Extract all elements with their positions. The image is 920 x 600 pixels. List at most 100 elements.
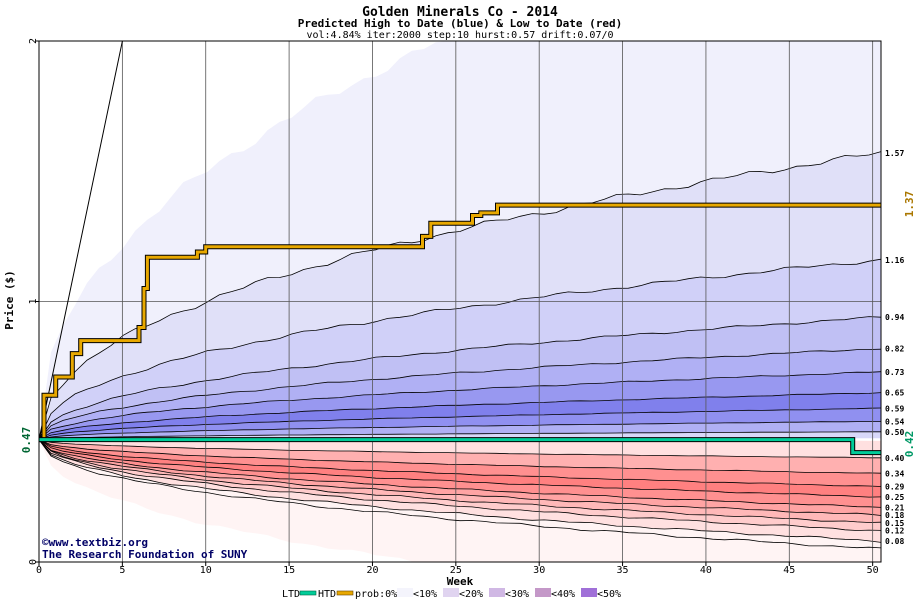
low-boundary-line-5 bbox=[38, 439, 882, 516]
band-end-label-15: 0.15 bbox=[885, 519, 904, 528]
band-end-label-17: 0.08 bbox=[885, 537, 904, 546]
band-end-label-9: 0.40 bbox=[885, 454, 904, 463]
low-boundary-line-7 bbox=[38, 439, 882, 531]
band-end-label-1: 1.16 bbox=[885, 256, 904, 265]
high-boundary-line-0 bbox=[38, 151, 882, 440]
legend-prob-prefix: prob:0% bbox=[355, 589, 397, 600]
high-boundary-line-2 bbox=[38, 316, 882, 440]
low-band-1 bbox=[39, 439, 881, 474]
legend-swatch-2 bbox=[489, 588, 505, 597]
band-end-label-3: 0.82 bbox=[885, 344, 904, 353]
low-band-0 bbox=[39, 439, 881, 458]
low-band-2 bbox=[39, 439, 881, 487]
legend-label-2: <30% bbox=[505, 589, 529, 600]
legend-ltd-label: LTD bbox=[282, 589, 300, 600]
low-boundary-line-3 bbox=[38, 439, 882, 498]
high-boundary-line-6 bbox=[38, 407, 882, 440]
y-axis-label: Price ($) bbox=[3, 270, 16, 330]
high-band-3 bbox=[39, 316, 881, 440]
band-end-labels: 1.57 1.16 0.94 0.82 0.73 0.65 0.59 0.54 0.50 0.40… bbox=[885, 149, 904, 546]
band-end-label-5: 0.65 bbox=[885, 389, 904, 398]
low-band-9 bbox=[39, 439, 881, 562]
band-end-label-12: 0.25 bbox=[885, 493, 904, 502]
band-end-label-8: 0.50 bbox=[885, 428, 904, 437]
legend-htd-swatch bbox=[336, 590, 354, 596]
chart-title: Golden Minerals Co - 2014 bbox=[362, 5, 558, 20]
band-end-label-16: 0.12 bbox=[885, 527, 904, 536]
low-band-3 bbox=[39, 439, 881, 498]
high-band-1 bbox=[39, 151, 881, 440]
axis-ticks: 0 5 10 15 20 25 30 35 40 45 50 0 1 2 bbox=[28, 38, 879, 576]
band-end-label-11: 0.29 bbox=[885, 482, 904, 491]
y-tick-label-2: 2 bbox=[28, 38, 39, 44]
band-end-label-0: 1.57 bbox=[885, 149, 904, 158]
x-tick-label-50: 50 bbox=[867, 565, 879, 576]
high-band-5 bbox=[39, 371, 881, 440]
legend-swatch-0 bbox=[397, 588, 413, 597]
low-band-7 bbox=[39, 439, 881, 531]
grid-lines bbox=[39, 41, 881, 562]
copyright-text: ©www.textbiz.org bbox=[42, 536, 148, 549]
x-tick-label-15: 15 bbox=[283, 565, 295, 576]
legend: LTD HTD prob:0% <10% <20% <30% <40% <50% bbox=[282, 588, 621, 600]
y-tick-label-0: 0 bbox=[28, 559, 39, 565]
high-boundary-line-1 bbox=[38, 258, 882, 440]
x-tick-label-0: 0 bbox=[36, 565, 42, 576]
legend-swatch-4 bbox=[581, 588, 597, 597]
legend-label-1: <20% bbox=[459, 589, 483, 600]
band-end-label-14: 0.18 bbox=[885, 511, 904, 520]
legend-swatch-3 bbox=[535, 588, 551, 597]
low-boundary-line-0 bbox=[38, 439, 881, 459]
series-lines bbox=[38, 40, 882, 549]
y-tick-label-1: 1 bbox=[28, 298, 39, 304]
probability-bands bbox=[38, 41, 882, 562]
low-band-4 bbox=[39, 439, 881, 508]
high-band-7 bbox=[39, 408, 881, 440]
legend-ltd-swatch bbox=[299, 590, 317, 596]
legend-label-4: <50% bbox=[597, 589, 621, 600]
low-band-8 bbox=[39, 439, 881, 543]
legend-htd-label: HTD bbox=[318, 589, 336, 600]
x-tick-label-5: 5 bbox=[119, 565, 125, 576]
band-end-label-10: 0.34 bbox=[885, 469, 904, 478]
ltd-line bbox=[39, 438, 881, 455]
band-end-label-7: 0.54 bbox=[885, 417, 904, 426]
high-boundary-line-4 bbox=[38, 371, 882, 440]
high-boundary-line-3 bbox=[38, 348, 882, 440]
low-boundary-line-6 bbox=[38, 439, 882, 523]
band-end-label-13: 0.21 bbox=[885, 503, 904, 512]
x-tick-label-40: 40 bbox=[700, 565, 712, 576]
low-boundary-line-2 bbox=[38, 439, 882, 487]
high-band-6 bbox=[39, 392, 881, 440]
start-price-label: 0.47 bbox=[20, 427, 33, 454]
htd-line bbox=[39, 203, 881, 442]
x-tick-label-20: 20 bbox=[366, 565, 378, 576]
legend-swatch-1 bbox=[443, 588, 459, 597]
htd-final-label: 1.37 bbox=[903, 191, 916, 218]
band-end-label-4: 0.73 bbox=[885, 368, 904, 377]
high-boundary-line-7 bbox=[38, 421, 881, 440]
legend-label-3: <40% bbox=[551, 589, 575, 600]
ltd-final-label: 0.42 bbox=[903, 431, 916, 458]
chart-subtitle: Predicted High to Date (blue) & Low to D… bbox=[298, 17, 623, 30]
x-tick-label-10: 10 bbox=[200, 565, 212, 576]
legend-label-0: <10% bbox=[413, 589, 437, 600]
x-tick-label-45: 45 bbox=[783, 565, 795, 576]
high-band-0 bbox=[39, 41, 881, 440]
x-axis-label: Week bbox=[447, 575, 474, 588]
x-tick-label-35: 35 bbox=[617, 565, 629, 576]
chart-params: vol:4.84% iter:2000 step:10 hurst:0.57 d… bbox=[306, 30, 613, 41]
high-boundary-line-8 bbox=[38, 431, 881, 440]
min-envelope-line bbox=[38, 439, 882, 549]
low-boundary-line-8 bbox=[38, 439, 882, 543]
high-boundary-line-5 bbox=[38, 392, 882, 440]
high-band-4 bbox=[39, 349, 881, 440]
x-tick-label-25: 25 bbox=[450, 565, 462, 576]
x-tick-label-30: 30 bbox=[533, 565, 545, 576]
low-band-5 bbox=[39, 439, 881, 516]
low-boundary-line-1 bbox=[38, 439, 882, 474]
band-end-label-2: 0.94 bbox=[885, 313, 904, 322]
organization-text: The Research Foundation of SUNY bbox=[42, 548, 248, 561]
